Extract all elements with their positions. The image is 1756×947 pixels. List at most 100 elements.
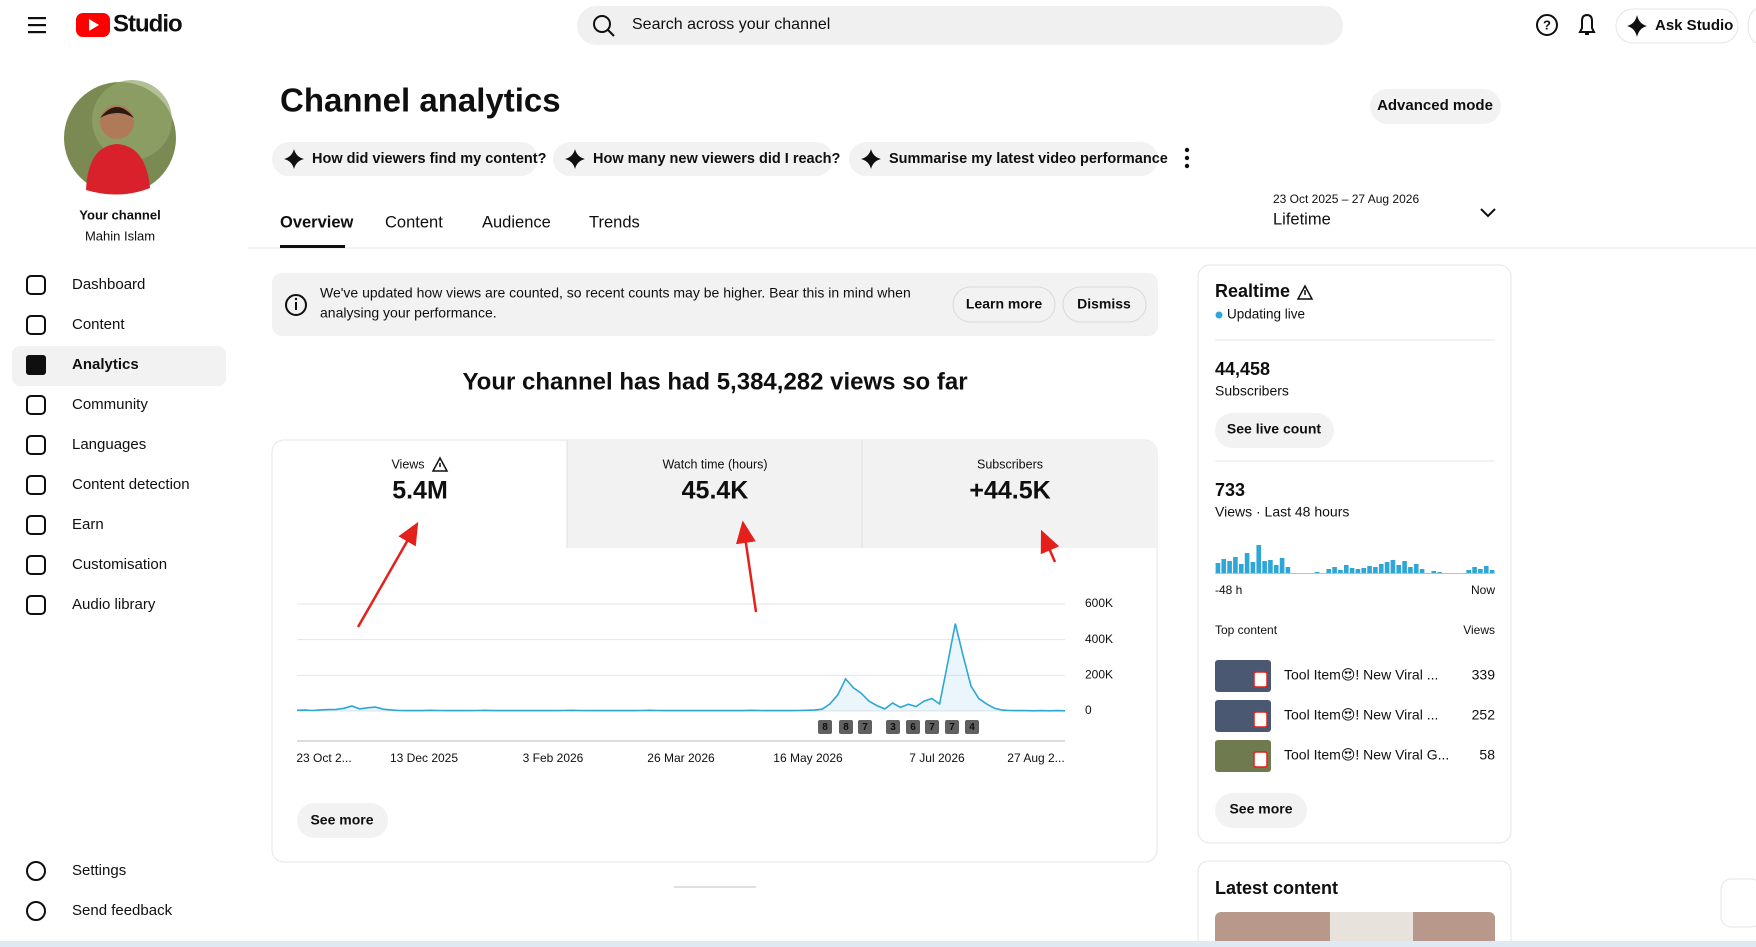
metric-value: 5.4M	[392, 477, 448, 505]
nav-item[interactable]: Dashboard	[72, 276, 145, 293]
realtime-bar	[1314, 572, 1320, 573]
search-icon	[607, 29, 615, 37]
realtime-status: Updating live	[1227, 307, 1305, 322]
nav-item[interactable]: Audio library	[72, 596, 156, 613]
video-marker-count: 7	[862, 722, 868, 733]
info-icon	[285, 294, 307, 316]
nav-item[interactable]: Customisation	[72, 556, 167, 573]
realtime-bar	[1431, 571, 1437, 573]
warning-icon	[1296, 284, 1314, 300]
dismiss-button[interactable]	[1062, 286, 1147, 323]
x-tick-label: 3 Feb 2026	[523, 751, 584, 765]
video-marker[interactable]	[965, 720, 979, 734]
video-marker-count: 8	[843, 722, 849, 733]
metric-label[interactable]: Views	[391, 457, 424, 471]
channel-name: Mahin Islam	[85, 228, 155, 243]
realtime-bar	[1349, 568, 1355, 573]
thumbnail-badge	[1253, 671, 1268, 688]
chart-line	[296, 623, 1066, 712]
realtime-bar	[1390, 560, 1396, 573]
nav-item[interactable]: Analytics	[72, 356, 139, 373]
prompt-chip[interactable]	[849, 142, 1158, 176]
help-mark: ?	[1543, 17, 1551, 32]
tab[interactable]: Audience	[482, 213, 551, 231]
video-marker-count: 4	[969, 722, 975, 733]
prompt-chip[interactable]	[553, 142, 833, 176]
ask-studio-label: Ask Studio	[1655, 17, 1733, 34]
prompt-chip[interactable]	[272, 142, 538, 176]
prompt-text: Summarise my latest video performance	[889, 151, 1168, 167]
spark-icon	[861, 149, 881, 169]
live-count-button[interactable]	[1215, 413, 1334, 448]
dropdown-chevron[interactable]	[1480, 208, 1496, 218]
metric-label[interactable]: Subscribers	[977, 457, 1043, 471]
video-marker[interactable]	[839, 720, 853, 734]
more-dot[interactable]	[1184, 163, 1190, 169]
top-content-views: 58	[1479, 747, 1495, 763]
nav-item[interactable]: Languages	[72, 436, 146, 453]
top-content-title[interactable]: Tool Item😍! New Viral ...	[1284, 667, 1438, 683]
top-content-views: 252	[1472, 707, 1496, 723]
realtime-bar	[1384, 562, 1390, 573]
y-tick-label: 0	[1085, 703, 1092, 717]
advanced-mode-button[interactable]	[1370, 89, 1501, 124]
metric-value: +44.5K	[969, 477, 1050, 505]
tab[interactable]: Content	[385, 213, 443, 231]
realtime-bar	[1478, 569, 1483, 573]
video-marker[interactable]	[945, 720, 959, 734]
annotation-arrow	[1040, 529, 1060, 563]
tab[interactable]: Trends	[589, 213, 640, 231]
views-count: 733	[1215, 480, 1245, 500]
chat-fab[interactable]	[1720, 878, 1756, 928]
video-marker[interactable]	[858, 720, 872, 734]
thumbnail-badge	[1253, 711, 1268, 728]
realtime-card	[1197, 264, 1512, 844]
nav-icon	[26, 275, 46, 295]
nav-item[interactable]: Earn	[72, 516, 104, 533]
info-icon	[294, 297, 298, 301]
footer-icon	[26, 861, 46, 881]
latest-title: Latest content	[1215, 878, 1338, 898]
realtime-bar	[1332, 567, 1337, 573]
nav-active-bg	[12, 346, 226, 386]
learn-more-button[interactable]	[952, 286, 1056, 323]
nav-item[interactable]: Content detection	[72, 476, 190, 493]
period: Lifetime	[1273, 210, 1331, 228]
channel-label: Your channel	[79, 207, 160, 222]
y-tick-label: 400K	[1085, 632, 1113, 646]
video-marker[interactable]	[925, 720, 939, 734]
video-marker[interactable]	[886, 720, 900, 734]
nav-item[interactable]: Content	[72, 316, 125, 333]
realtime-bar	[1268, 560, 1273, 573]
annotation-arrow	[735, 520, 758, 613]
top-content-views: 339	[1472, 667, 1496, 683]
spark-icon	[284, 149, 304, 169]
more-dot[interactable]	[1184, 147, 1190, 153]
thumbnail-badge	[1253, 751, 1268, 768]
nav-item[interactable]: Community	[72, 396, 148, 413]
x-tick-label: 7 Jul 2026	[909, 751, 965, 765]
footer-item[interactable]: Send feedback	[72, 902, 173, 919]
nav-icon	[26, 395, 46, 415]
top-content-title[interactable]: Tool Item😍! New Viral G...	[1284, 747, 1449, 763]
realtime-bar	[1215, 563, 1221, 573]
nav-icon	[26, 355, 46, 375]
nav-icon	[26, 315, 46, 335]
footer-item[interactable]: Settings	[72, 862, 126, 879]
metric-label[interactable]: Watch time (hours)	[662, 457, 767, 471]
video-marker[interactable]	[906, 720, 920, 734]
video-marker[interactable]	[818, 720, 832, 734]
bell-icon[interactable]	[1578, 13, 1596, 35]
search-box[interactable]	[577, 6, 1343, 45]
ask-studio-button[interactable]	[1615, 8, 1739, 44]
top-content-title[interactable]: Tool Item😍! New Viral ...	[1284, 707, 1438, 723]
realtime-see-more-label: See more	[1229, 801, 1292, 817]
realtime-see-more-button[interactable]	[1215, 793, 1307, 828]
more-dot[interactable]	[1184, 155, 1190, 161]
help-icon[interactable]	[1536, 14, 1558, 36]
tab[interactable]: Overview	[280, 213, 354, 231]
see-more-button[interactable]	[297, 803, 388, 838]
realtime-x-start: -48 h	[1215, 583, 1242, 597]
realtime-bar	[1413, 564, 1419, 573]
annotation-arrow	[356, 521, 419, 628]
